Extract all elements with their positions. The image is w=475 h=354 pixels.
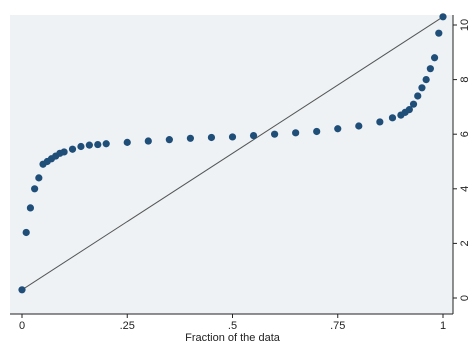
data-point [355,122,363,130]
data-point [435,29,443,37]
data-point [31,185,39,193]
reference-line-layer [21,16,444,291]
x-tick-label: .5 [228,320,237,332]
y-tick-label: 4 [459,186,471,192]
data-point [60,148,68,156]
x-axis-ticks: 0 .25 .5 .75 1 [19,314,446,332]
data-point [439,13,447,21]
x-tick-label: 1 [440,320,446,332]
points-layer [18,13,447,294]
x-tick-label: .75 [330,320,345,332]
data-point [165,136,173,144]
data-point [186,134,194,142]
data-point [414,92,422,100]
data-point [102,140,110,148]
data-point [426,65,434,73]
data-point [68,145,77,153]
data-point [123,138,131,146]
data-point [249,131,258,140]
x-tick-label: 0 [19,320,25,332]
plot-area [10,15,453,314]
data-point [271,130,279,138]
y-tick-label: 0 [459,295,471,301]
data-point [94,140,102,149]
data-point [77,142,85,151]
data-point [85,141,93,149]
data-point [207,133,216,142]
data-point [418,84,426,92]
data-point [18,286,26,294]
data-point [313,127,321,136]
data-point [144,137,152,145]
y-tick-label: 8 [459,77,471,83]
x-axis-title: Fraction of the data [185,332,281,344]
data-point [405,106,413,114]
data-point [376,118,384,126]
data-point [388,114,397,122]
data-point [228,133,237,141]
y-tick-label: 2 [459,240,471,246]
data-point [334,125,342,133]
data-point [22,228,30,237]
y-axis-ticks: 0 2 4 6 8 10 [453,19,471,301]
data-point [422,76,430,84]
y-tick-label: 6 [459,131,471,137]
x-tick-label: .25 [120,320,135,332]
data-point [430,54,439,62]
data-point [26,204,35,212]
data-point [292,129,300,137]
reference-line [21,16,444,291]
y-tick-label: 10 [459,19,471,31]
data-point [409,100,418,108]
data-point [35,174,43,182]
